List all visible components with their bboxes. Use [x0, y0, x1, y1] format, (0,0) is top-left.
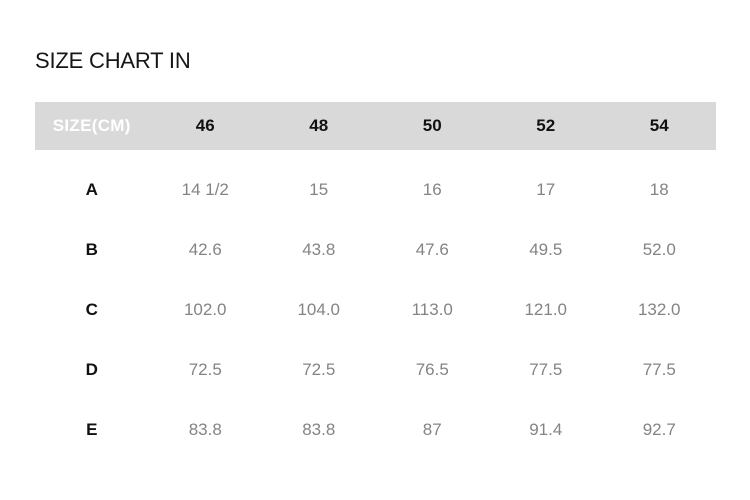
size-value-cell: 17	[536, 180, 556, 199]
row-label: D	[85, 360, 98, 379]
row-label: B	[85, 240, 98, 259]
size-value-cell: 76.5	[415, 360, 449, 379]
table-row: A 14 1/2 15 16 17 18	[35, 160, 716, 220]
size-value-cell: 91.4	[529, 420, 563, 439]
header-cell-size: 50	[422, 116, 442, 135]
size-value-cell: 121.0	[524, 300, 568, 319]
size-value-cell: 77.5	[642, 360, 676, 379]
size-value-cell: 18	[649, 180, 669, 199]
size-value-cell: 77.5	[529, 360, 563, 379]
row-label: A	[85, 180, 98, 199]
table-body: A 14 1/2 15 16 17 18 B 42.6 43.8 47.6 49…	[35, 150, 716, 460]
size-value-cell: 113.0	[411, 300, 453, 319]
size-value-cell: 16	[422, 180, 442, 199]
size-value-cell: 87	[422, 420, 442, 439]
header-cell-size: 54	[649, 116, 669, 135]
header-cell-size: 48	[309, 116, 329, 135]
size-value-cell: 72.5	[188, 360, 222, 379]
size-value-cell: 132.0	[637, 300, 681, 319]
header-cell-unit: SIZE(CM)	[52, 116, 131, 135]
page-title: SIZE CHART IN	[35, 48, 191, 73]
size-value-cell: 83.8	[302, 420, 336, 439]
header-cell-size: 46	[195, 116, 215, 135]
size-value-cell: 83.8	[188, 420, 222, 439]
size-value-cell: 43.8	[302, 240, 336, 259]
header-cell-size: 52	[536, 116, 556, 135]
size-value-cell: 92.7	[642, 420, 676, 439]
table-row: D 72.5 72.5 76.5 77.5 77.5	[35, 340, 716, 400]
table-header-row: SIZE(CM) 46 48 50 52 54	[35, 102, 716, 150]
table-row: B 42.6 43.8 47.6 49.5 52.0	[35, 220, 716, 280]
row-label: E	[86, 420, 98, 439]
size-value-cell: 102.0	[183, 300, 227, 319]
size-value-cell: 104.0	[297, 300, 341, 319]
row-label: C	[85, 300, 98, 319]
size-value-cell: 52.0	[642, 240, 676, 259]
table-row: E 83.8 83.8 87 91.4 92.7	[35, 400, 716, 460]
size-value-cell: 47.6	[415, 240, 449, 259]
size-chart-table: SIZE(CM) 46 48 50 52 54 A 14 1/2 15 16 1…	[35, 102, 716, 460]
size-value-cell: 15	[309, 180, 329, 199]
size-value-cell: 49.5	[529, 240, 563, 259]
size-value-cell: 14 1/2	[181, 180, 229, 199]
table-row: C 102.0 104.0 113.0 121.0 132.0	[35, 280, 716, 340]
size-value-cell: 72.5	[302, 360, 336, 379]
size-value-cell: 42.6	[188, 240, 222, 259]
